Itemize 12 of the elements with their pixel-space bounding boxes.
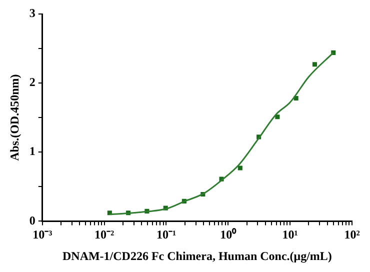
y-tick-label: 1 [29,144,36,158]
y-tick-label: 0 [29,213,36,228]
y-tick-label: 3 [29,6,36,20]
x-tick-label: 10¹ [282,227,298,242]
y-tick-label: 2 [29,75,36,90]
x-tick-label: 10⁻¹ [156,227,176,242]
x-tick-label: 10⁰ [220,227,238,242]
y-axis-title: Abs.(OD.450nm) [7,74,22,161]
x-tick-label: 10⁻² [94,227,115,242]
x-axis-title: DNAM-1/CD226 Fc Chimera, Human Conc.(μg/mL) [62,248,332,263]
x-tick-label: 10² [344,227,360,242]
x-tick-label: 10⁻³ [32,227,53,242]
